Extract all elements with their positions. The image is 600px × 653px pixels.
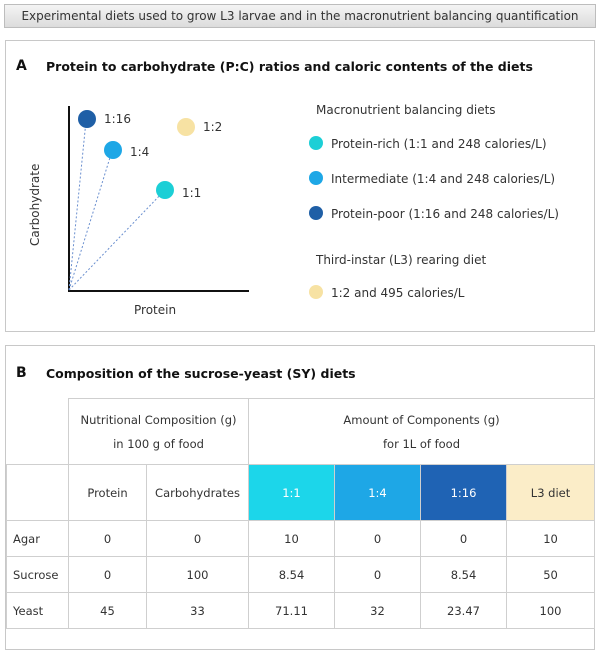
point-label-1-2: 1:2 [203,120,223,134]
point-1-16 [78,110,96,128]
ratio-line-1-1 [68,190,165,291]
table-cell: 0 [334,520,421,557]
group-header-components-line2: for 1L of food [383,436,461,451]
table-cell: 100 [146,556,249,593]
table-row: Agar 0 0 10 0 0 10 [6,520,596,557]
table-cell: 0 [420,520,507,557]
point-label-1-1: 1:1 [182,186,202,200]
table-cell: 32 [334,592,421,629]
legend-swatch-protein-rich [309,136,323,150]
pc-ratio-plot [68,106,249,292]
point-1-4 [104,141,122,159]
col-header-1-4: 1:4 [334,464,421,521]
col-header-l3-diet: L3 diet [505,464,596,521]
row-header-sucrose: Sucrose [6,556,69,593]
panel-b: B Composition of the sucrose-yeast (SY) … [5,345,596,650]
table-cell: 10 [505,520,596,557]
group-header-nutritional-line2: in 100 g of food [113,436,204,451]
table-cell: 45 [68,592,147,629]
group-header-components: Amount of Components (g) for 1L of food [247,398,596,465]
panel-a-title: Protein to carbohydrate (P:C) ratios and… [46,59,533,74]
legend-swatch-l3 [309,285,323,299]
figure-header: Experimental diets used to grow L3 larva… [4,4,596,28]
composition-table: Nutritional Composition (g) in 100 g of … [6,398,596,629]
point-label-1-16: 1:16 [104,112,131,126]
legend-heading-balancing: Macronutrient balancing diets [316,103,496,117]
legend-swatch-protein-poor [309,206,323,220]
legend-item-protein-rich: Protein-rich (1:1 and 248 calories/L) [331,137,547,151]
x-axis-label: Protein [134,303,177,317]
point-label-1-4: 1:4 [130,145,150,159]
table-cell: 100 [505,592,596,629]
ratio-line-1-4 [68,150,113,291]
group-header-components-line1: Amount of Components (g) [343,412,500,427]
table-cell: 8.54 [420,556,507,593]
ratio-line-1-16 [68,120,87,291]
table-header-blank [6,464,69,521]
col-header-protein: Protein [68,464,147,521]
panel-a: A Protein to carbohydrate (P:C) ratios a… [5,40,595,332]
row-header-agar: Agar [6,520,69,557]
panel-b-letter: B [16,365,27,381]
table-cell: 50 [505,556,596,593]
col-header-1-16: 1:16 [420,464,507,521]
group-header-nutritional-line1: Nutritional Composition (g) [80,412,237,427]
table-cell: 10 [248,520,335,557]
table-corner [6,398,69,465]
table-cell: 0 [146,520,249,557]
table-column-header-row: Protein Carbohydrates 1:1 1:4 1:16 L3 di… [6,464,596,521]
panel-a-letter: A [16,58,27,74]
group-header-nutritional: Nutritional Composition (g) in 100 g of … [68,398,249,465]
table-group-header-row: Nutritional Composition (g) in 100 g of … [6,398,596,465]
col-header-1-1: 1:1 [248,464,335,521]
table-cell: 0 [68,520,147,557]
table-cell: 23.47 [420,592,507,629]
table-row: Yeast 45 33 71.11 32 23.47 100 [6,592,596,629]
legend-item-l3: 1:2 and 495 calories/L [331,286,465,300]
table-row: Sucrose 0 100 8.54 0 8.54 50 [6,556,596,593]
legend-item-intermediate: Intermediate (1:4 and 248 calories/L) [331,172,556,186]
table-cell: 0 [334,556,421,593]
table-cell: 33 [146,592,249,629]
point-1-2 [177,118,195,136]
legend-item-protein-poor: Protein-poor (1:16 and 248 calories/L) [331,207,559,221]
row-header-yeast: Yeast [6,592,69,629]
legend-swatch-intermediate [309,171,323,185]
y-axis-label: Carbohydrate [28,163,42,246]
legend-heading-l3: Third-instar (L3) rearing diet [316,253,487,267]
table-cell: 8.54 [248,556,335,593]
point-1-1 [156,181,174,199]
col-header-carbohydrates: Carbohydrates [146,464,249,521]
table-cell: 0 [68,556,147,593]
table-cell: 71.11 [248,592,335,629]
panel-b-title: Composition of the sucrose-yeast (SY) di… [46,366,356,381]
